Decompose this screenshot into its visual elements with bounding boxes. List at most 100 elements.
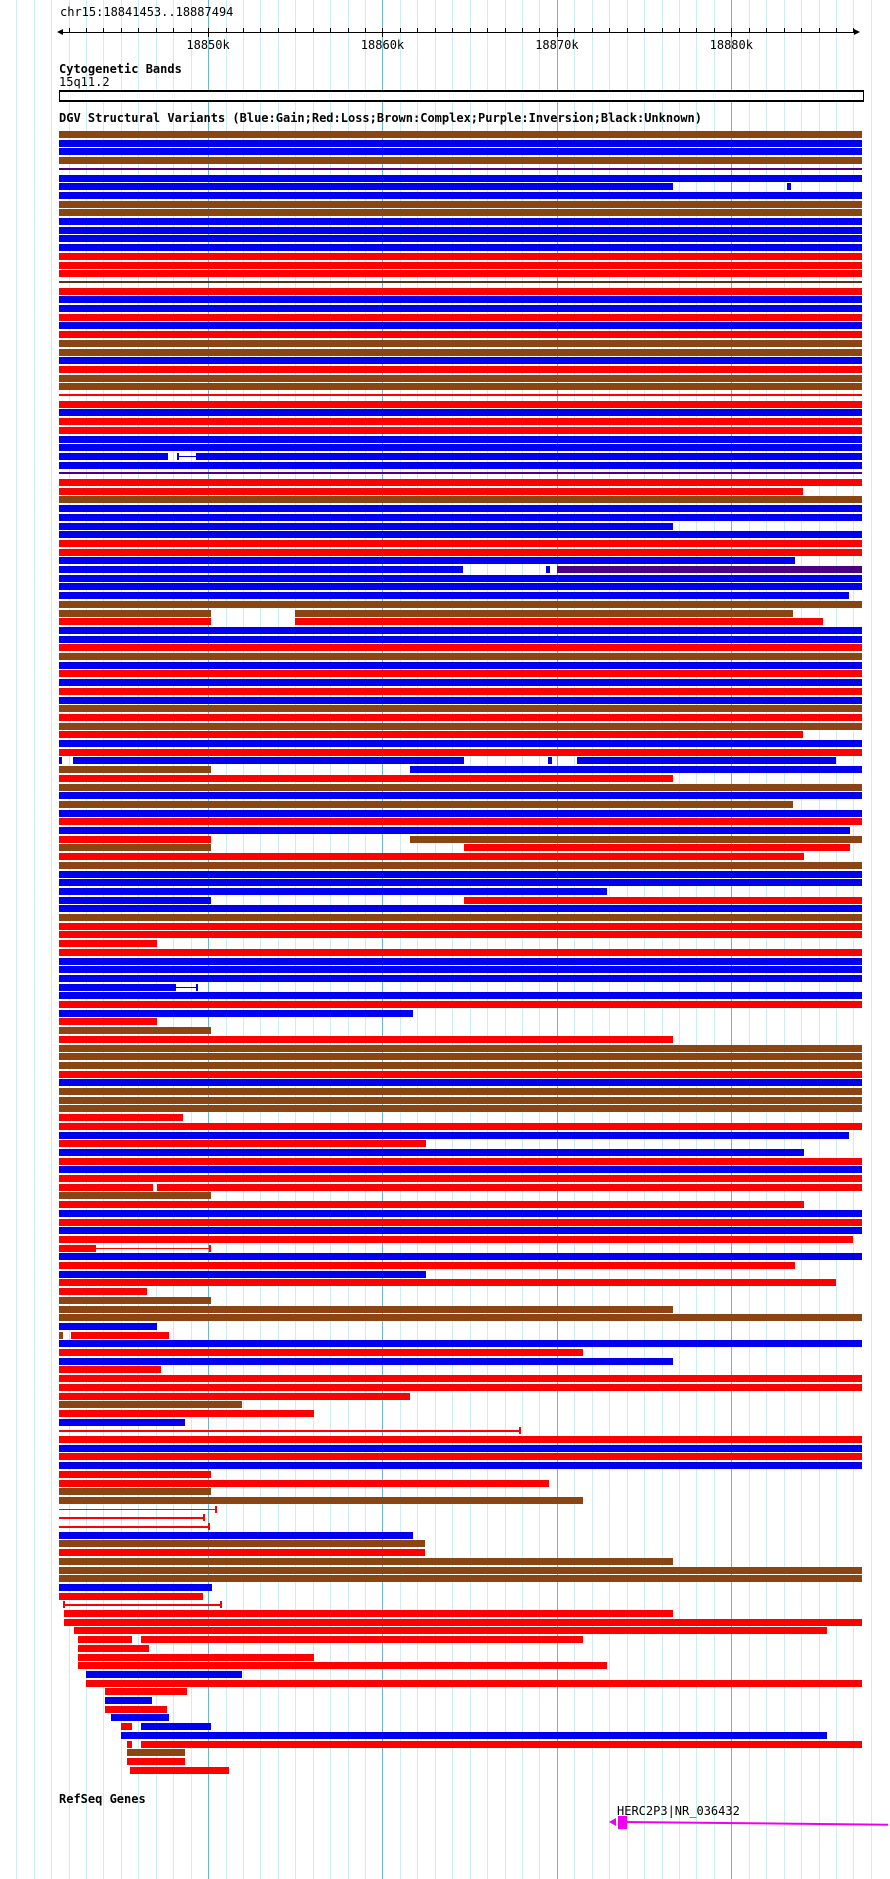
variant-row[interactable] <box>0 1523 890 1530</box>
variant-bar[interactable] <box>59 252 862 260</box>
variant-bar[interactable] <box>130 1766 229 1774</box>
variant-row[interactable] <box>0 1018 890 1026</box>
variant-bar[interactable] <box>59 713 862 721</box>
variant-row[interactable] <box>0 887 890 895</box>
variant-row[interactable] <box>0 305 890 312</box>
variant-row[interactable] <box>0 1331 890 1339</box>
variant-bar[interactable] <box>59 1436 862 1443</box>
variant-bar[interactable] <box>59 635 862 643</box>
variant-bar[interactable] <box>59 418 862 426</box>
variant-row[interactable] <box>0 1662 890 1670</box>
variant-row[interactable] <box>0 461 890 469</box>
variant-bar[interactable] <box>59 1131 849 1139</box>
variant-bar[interactable] <box>59 792 862 800</box>
variant-bar[interactable] <box>59 339 862 347</box>
variant-bar[interactable] <box>157 1183 862 1191</box>
variant-row[interactable] <box>0 653 890 660</box>
variant-bar[interactable] <box>59 1175 862 1182</box>
variant-bar[interactable] <box>59 157 862 165</box>
cytoband-box[interactable] <box>59 90 864 102</box>
variant-row[interactable] <box>0 531 890 539</box>
variant-bar[interactable] <box>59 1401 242 1409</box>
variant-row[interactable] <box>0 1592 890 1600</box>
variant-row[interactable] <box>0 635 890 643</box>
variant-bar[interactable] <box>59 357 862 365</box>
variant-bar[interactable] <box>59 1009 413 1017</box>
variant-bar[interactable] <box>59 174 862 182</box>
variant-row[interactable] <box>0 435 890 443</box>
variant-bar[interactable] <box>59 835 211 843</box>
variant-bar[interactable] <box>59 365 862 373</box>
variant-bar[interactable] <box>59 1079 862 1087</box>
variant-bar[interactable] <box>59 740 862 747</box>
variant-row[interactable] <box>0 1627 890 1635</box>
variant-row[interactable] <box>0 331 890 339</box>
variant-bar[interactable] <box>59 809 862 817</box>
variant-row[interactable] <box>0 226 890 234</box>
variant-bar[interactable] <box>59 1418 185 1426</box>
variant-row[interactable] <box>0 896 890 904</box>
variant-bar[interactable] <box>71 1331 169 1339</box>
variant-bar[interactable] <box>59 861 862 869</box>
variant-row[interactable] <box>0 409 890 417</box>
variant-bar[interactable] <box>59 1061 862 1069</box>
variant-bar[interactable] <box>59 1114 183 1122</box>
variant-row[interactable] <box>0 1035 890 1043</box>
variant-row[interactable] <box>0 1322 890 1330</box>
variant-bar[interactable] <box>127 1749 185 1757</box>
variant-row[interactable] <box>0 1514 890 1522</box>
variant-bar[interactable] <box>59 557 795 565</box>
variant-row[interactable] <box>0 444 890 452</box>
variant-row[interactable] <box>0 1009 890 1017</box>
variant-bar[interactable] <box>59 1583 212 1591</box>
variant-bar[interactable] <box>59 983 176 991</box>
variant-bar[interactable] <box>74 1627 827 1635</box>
variant-row[interactable] <box>0 1723 890 1731</box>
variant-bar[interactable] <box>59 1314 862 1322</box>
variant-bar[interactable] <box>59 1531 413 1539</box>
variant-row[interactable] <box>0 818 890 826</box>
variant-bar[interactable] <box>59 966 862 974</box>
variant-bar[interactable] <box>59 400 862 408</box>
variant-bar[interactable] <box>86 1670 242 1678</box>
variant-row[interactable] <box>0 1061 890 1069</box>
variant-thin-line[interactable] <box>59 394 862 396</box>
variant-row[interactable] <box>0 1566 890 1574</box>
variant-bar[interactable] <box>295 618 823 626</box>
variant-row[interactable] <box>0 1383 890 1391</box>
variant-bar[interactable] <box>59 270 862 278</box>
variant-bar[interactable] <box>59 444 862 452</box>
variant-bar[interactable] <box>59 609 211 617</box>
variant-row[interactable] <box>0 270 890 278</box>
variant-bar[interactable] <box>59 1096 862 1104</box>
variant-bar[interactable] <box>59 209 862 217</box>
variant-row[interactable] <box>0 1601 890 1609</box>
variant-bar[interactable] <box>59 1375 862 1383</box>
variant-row[interactable] <box>0 157 890 165</box>
variant-row[interactable] <box>0 792 890 800</box>
variant-row[interactable] <box>0 200 890 208</box>
variant-bar[interactable] <box>59 1018 157 1026</box>
variant-row[interactable] <box>0 1218 890 1226</box>
variant-bar[interactable] <box>59 1270 426 1278</box>
variant-bar[interactable] <box>59 583 862 591</box>
variant-row[interactable] <box>0 1401 890 1409</box>
variant-bracket-line[interactable] <box>59 1526 208 1528</box>
variant-bar[interactable] <box>59 191 862 199</box>
variant-row[interactable] <box>0 1183 890 1191</box>
variant-bar[interactable] <box>59 957 862 965</box>
variant-bar[interactable] <box>59 757 62 765</box>
variant-bar[interactable] <box>410 766 862 774</box>
variant-bar[interactable] <box>59 1496 583 1504</box>
variant-row[interactable] <box>0 183 890 191</box>
variant-row[interactable] <box>0 757 890 765</box>
variant-bar[interactable] <box>78 1653 314 1661</box>
variant-bar[interactable] <box>59 322 862 330</box>
variant-bar[interactable] <box>127 1757 185 1765</box>
variant-row[interactable] <box>0 1549 890 1557</box>
variant-row[interactable] <box>0 1262 890 1269</box>
variant-bar[interactable] <box>127 1740 132 1748</box>
variant-bar[interactable] <box>59 1331 63 1339</box>
variant-row[interactable] <box>0 261 890 269</box>
variant-bar[interactable] <box>295 609 793 617</box>
